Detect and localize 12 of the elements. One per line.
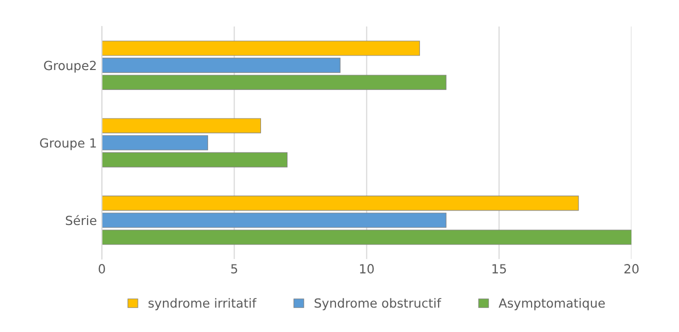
y-tick-label: Groupe 1 [40,138,96,150]
x-tick-label: 0 [98,264,105,274]
legend-label: syndrome irritatif [148,298,257,310]
x-tick-label: 5 [231,264,238,274]
y-tick-label: Série [66,214,96,226]
bar [102,74,446,90]
x-tick-label: 10 [360,264,374,274]
legend-label: Asymptomatique [498,298,605,310]
legend-label: Syndrome obstructif [314,298,442,310]
y-tick-label: Groupe2 [44,60,96,73]
x-tick-label: 20 [624,264,639,274]
x-tick-label: 15 [492,264,506,274]
